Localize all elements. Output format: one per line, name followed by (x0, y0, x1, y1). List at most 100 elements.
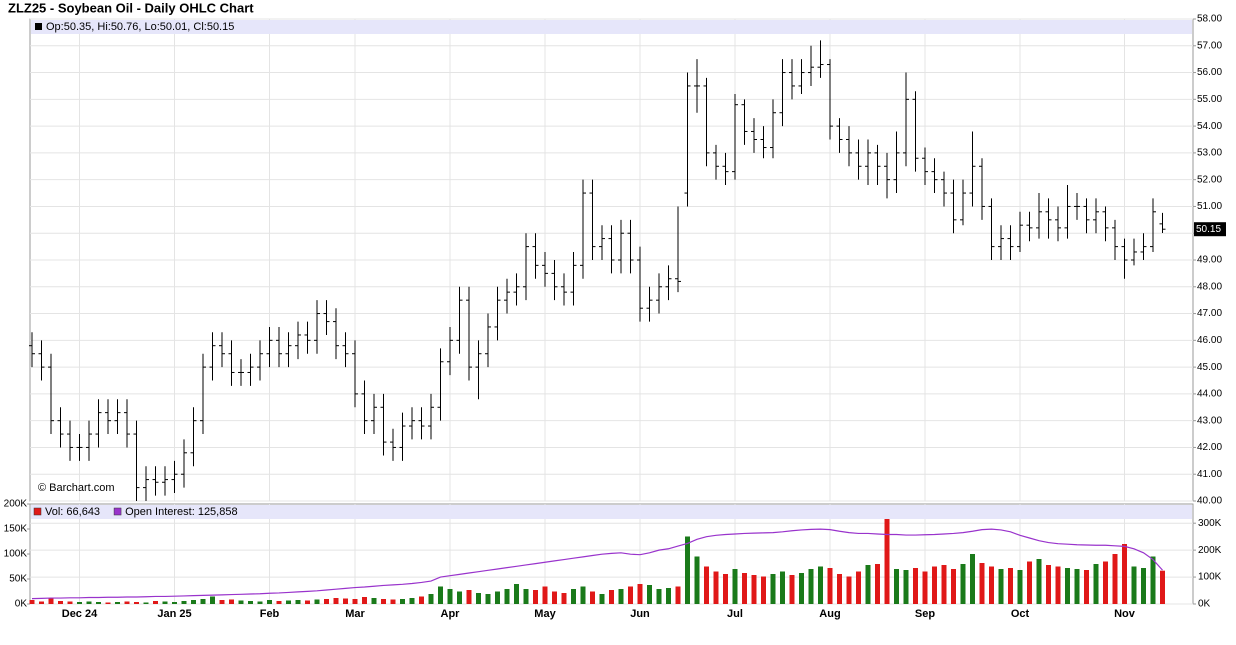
volume-bar (761, 576, 766, 604)
volume-bar (808, 569, 814, 604)
volume-bar (751, 575, 757, 604)
volume-bar (580, 586, 586, 604)
y2-tick-label: 0K (1198, 599, 1211, 610)
volume-bar (875, 564, 880, 604)
x-tick-label: Oct (1011, 608, 1030, 620)
volume-bar (618, 589, 624, 604)
volume-bar (438, 586, 443, 604)
y-tick-label: 41.00 (1197, 469, 1222, 480)
volume-bar (666, 588, 671, 604)
volume-bar (447, 589, 453, 604)
ohlc-legend-swatch (35, 23, 42, 30)
y-tick-label: 53.00 (1197, 148, 1222, 159)
y-tick-label: 47.00 (1197, 308, 1222, 319)
y-tick-label: 51.00 (1197, 201, 1222, 212)
y-tick-label: 44.00 (1197, 389, 1222, 400)
volume-bar (571, 589, 576, 604)
volume-bar (523, 589, 529, 604)
volume-bar (732, 569, 738, 604)
volume-bar (143, 602, 149, 604)
volume-bar (799, 573, 804, 604)
volume-bar (865, 565, 871, 604)
volume-bar (96, 602, 101, 604)
volume-bar (1036, 559, 1042, 604)
volume-bar (115, 602, 120, 604)
x-tick-label: Jul (727, 608, 743, 620)
last-price-box (1194, 222, 1226, 237)
y-tick-label: 52.00 (1197, 174, 1222, 185)
volume-bar (514, 584, 519, 604)
volume-bar (1131, 566, 1137, 604)
volume-bar (105, 602, 111, 604)
volume-bar (628, 586, 633, 604)
y-tick-label: 58.00 (1197, 14, 1222, 25)
volume-bar (428, 594, 434, 604)
volume-bar (58, 601, 63, 604)
y-tick-label: 56.00 (1197, 67, 1222, 78)
volume-bar (837, 574, 842, 604)
volume-bar (647, 585, 652, 604)
x-tick-label: Sep (915, 608, 935, 620)
volume-bar (1093, 564, 1099, 604)
volume-bar (637, 584, 643, 604)
volume-bar (656, 589, 662, 604)
volume-bar (590, 591, 595, 604)
y-tick-label: 100K (4, 549, 28, 560)
volume-bar (295, 600, 301, 604)
x-tick-label: Apr (441, 608, 461, 620)
volume-bar (742, 573, 747, 604)
volume-bar (210, 596, 215, 604)
volume-bar (172, 602, 177, 604)
y-tick-label: 150K (4, 524, 28, 535)
legend-swatch (113, 507, 122, 516)
volume-bar (694, 556, 700, 604)
legend-swatch (33, 507, 42, 516)
volume-bar (1027, 561, 1032, 604)
volume-bar (561, 593, 567, 604)
y-tick-label: 55.00 (1197, 94, 1222, 105)
volume-bar (1141, 568, 1146, 604)
x-tick-label: Dec 24 (62, 608, 98, 620)
volume-bar (77, 602, 82, 604)
volume-bar (1017, 570, 1023, 604)
volume-bar (257, 601, 263, 604)
ohlc-legend: Op:50.35, Hi:50.76, Lo:50.01, Cl:50.15 (46, 21, 234, 33)
x-tick-label: Jan 25 (157, 608, 191, 620)
volume-bar (381, 599, 386, 604)
volume-bar (922, 571, 928, 604)
volume-bar (324, 599, 329, 604)
volume-bar (770, 574, 776, 604)
y-tick-label: 45.00 (1197, 362, 1222, 373)
y-tick-label: 57.00 (1197, 40, 1222, 51)
volume-bar (495, 591, 500, 604)
volume-bar (685, 536, 690, 604)
volume-bar (1084, 570, 1089, 604)
volume-bar (713, 571, 719, 604)
volume-bar (390, 599, 396, 604)
volume-bar (827, 568, 833, 604)
volume-bar (1150, 556, 1156, 604)
volume-bar (960, 564, 966, 604)
y-tick-label: 46.00 (1197, 335, 1222, 346)
volume-bar (675, 586, 681, 604)
volume-bar (200, 599, 206, 604)
volume-bar (86, 601, 92, 604)
volume-bar (333, 598, 339, 604)
volume-bar (542, 586, 548, 604)
x-tick-label: Mar (345, 608, 365, 620)
volume-bar (153, 601, 158, 604)
volume-bar (1055, 566, 1061, 604)
volume-bar (998, 569, 1004, 604)
volume-bar (134, 602, 139, 604)
volume-bar (191, 600, 196, 604)
volume-bar (599, 594, 605, 604)
volume-bar (267, 600, 272, 604)
x-tick-label: May (534, 608, 556, 620)
y-tick-label: 0K (15, 599, 28, 610)
volume-bar (67, 601, 73, 604)
volume-bar (457, 591, 462, 604)
volume-legend-band (31, 505, 1192, 519)
watermark: © Barchart.com (38, 482, 115, 494)
volume-bar (1103, 561, 1108, 604)
